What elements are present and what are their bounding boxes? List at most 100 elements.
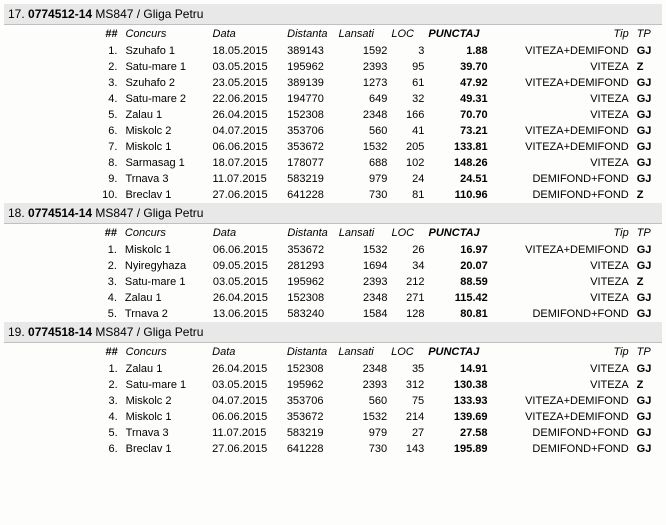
cell-punctaj: 20.07 (427, 258, 490, 274)
table-row: 4.Zalau 126.04.20151523082348271115.42VI… (4, 290, 662, 306)
cell-num: 2. (4, 258, 123, 274)
table-row: 2.Nyiregyhaza09.05.201528129316943420.07… (4, 258, 662, 274)
cell-dist: 152308 (285, 361, 336, 377)
cell-punctaj: 24.51 (426, 171, 489, 187)
cell-tp: GJ (633, 393, 662, 409)
results-table: ##ConcursDataDistantaLansatiLOCPUNCTAJTi… (4, 25, 662, 203)
cell-tp: GJ (633, 361, 662, 377)
cell-num: 4. (4, 290, 123, 306)
cell-concurs: Miskolc 1 (123, 242, 211, 258)
col-data-header: Data (211, 224, 286, 242)
cell-lansati: 979 (336, 425, 389, 441)
cell-concurs: Nyiregyhaza (123, 258, 211, 274)
cell-loc: 271 (390, 290, 427, 306)
cell-tip: VITEZA (490, 107, 633, 123)
cell-tp: GJ (633, 91, 662, 107)
cell-loc: 128 (390, 306, 427, 322)
cell-data: 03.05.2015 (211, 274, 286, 290)
cell-loc: 95 (389, 59, 426, 75)
cell-num: 2. (4, 59, 123, 75)
cell-loc: 102 (389, 155, 426, 171)
cell-dist: 353706 (285, 123, 336, 139)
table-row: 1.Szuhafo 118.05.2015389143159231.88VITE… (4, 43, 662, 59)
col-tp-header: TP (633, 25, 662, 43)
cell-num: 1. (4, 242, 123, 258)
cell-punctaj: 110.96 (426, 187, 489, 203)
cell-tip: VITEZA (490, 361, 633, 377)
cell-tip: DEMIFOND+FOND (490, 187, 633, 203)
cell-data: 06.06.2015 (211, 242, 286, 258)
table-row: 1.Zalau 126.04.201515230823483514.91VITE… (4, 361, 662, 377)
cell-tp: Z (633, 274, 662, 290)
pigeon-header: 17. 0774512-14 MS847 / Gliga Petru (4, 4, 662, 25)
cell-tp: GJ (633, 43, 662, 59)
cell-lansati: 1694 (337, 258, 390, 274)
cell-tp: GJ (633, 409, 662, 425)
cell-loc: 143 (389, 441, 426, 457)
cell-num: 5. (4, 425, 124, 441)
cell-data: 06.06.2015 (210, 409, 285, 425)
cell-loc: 34 (390, 258, 427, 274)
col-num-header: ## (4, 343, 124, 361)
cell-tp: GJ (633, 107, 662, 123)
results-container: 17. 0774512-14 MS847 / Gliga Petru##Conc… (4, 4, 662, 457)
cell-num: 4. (4, 409, 124, 425)
cell-tip: DEMIFOND+FOND (490, 441, 633, 457)
cell-tip: VITEZA (490, 91, 633, 107)
cell-loc: 3 (389, 43, 426, 59)
cell-concurs: Satu-mare 2 (123, 91, 210, 107)
cell-tp: GJ (633, 441, 662, 457)
cell-concurs: Sarmasag 1 (123, 155, 210, 171)
cell-tip: VITEZA (490, 258, 633, 274)
col-punctaj-header: PUNCTAJ (426, 25, 489, 43)
cell-concurs: Trnava 3 (123, 171, 210, 187)
cell-lansati: 1273 (337, 75, 390, 91)
cell-punctaj: 130.38 (426, 377, 489, 393)
col-punctaj-header: PUNCTAJ (427, 224, 490, 242)
cell-lansati: 979 (337, 171, 390, 187)
cell-punctaj: 133.81 (426, 139, 489, 155)
table-row: 2.Satu-mare 103.05.201519596223939539.70… (4, 59, 662, 75)
pigeon-index: 18. (8, 206, 28, 220)
cell-loc: 205 (389, 139, 426, 155)
cell-lansati: 560 (337, 123, 390, 139)
pigeon-index: 17. (8, 7, 28, 21)
cell-punctaj: 70.70 (426, 107, 489, 123)
table-row: 3.Miskolc 204.07.201535370656075133.93VI… (4, 393, 662, 409)
cell-data: 27.06.2015 (211, 187, 286, 203)
cell-tip: VITEZA+DEMIFOND (490, 75, 633, 91)
cell-punctaj: 16.97 (427, 242, 490, 258)
cell-punctaj: 88.59 (427, 274, 490, 290)
cell-lansati: 1584 (337, 306, 390, 322)
cell-num: 6. (4, 123, 123, 139)
cell-tp: GJ (633, 171, 662, 187)
cell-lansati: 2348 (336, 361, 389, 377)
pigeon-owner: MS847 / Gliga Petru (92, 7, 203, 21)
table-row: 6.Miskolc 204.07.20153537065604173.21VIT… (4, 123, 662, 139)
cell-tip: VITEZA (490, 59, 633, 75)
cell-loc: 35 (389, 361, 426, 377)
cell-dist: 194770 (285, 91, 336, 107)
cell-num: 9. (4, 171, 123, 187)
cell-concurs: Trnava 3 (124, 425, 211, 441)
cell-tp: GJ (633, 75, 662, 91)
table-row: 10.Breclav 127.06.201564122873081110.96D… (4, 187, 662, 203)
table-row: 4.Miskolc 106.06.20153536721532214139.69… (4, 409, 662, 425)
cell-loc: 27 (389, 425, 426, 441)
cell-data: 23.05.2015 (211, 75, 286, 91)
cell-data: 03.05.2015 (210, 377, 285, 393)
cell-tip: VITEZA (490, 155, 633, 171)
cell-data: 26.04.2015 (211, 107, 286, 123)
cell-concurs: Satu-mare 1 (123, 274, 211, 290)
cell-dist: 389139 (285, 75, 336, 91)
cell-tip: DEMIFOND+FOND (490, 171, 633, 187)
cell-data: 09.05.2015 (211, 258, 286, 274)
cell-lansati: 730 (336, 441, 389, 457)
cell-tp: GJ (633, 139, 662, 155)
cell-data: 03.05.2015 (211, 59, 286, 75)
col-dist-header: Distanta (285, 224, 336, 242)
col-concurs-header: Concurs (123, 25, 210, 43)
table-row: 2.Satu-mare 103.05.20151959622393312130.… (4, 377, 662, 393)
cell-loc: 41 (389, 123, 426, 139)
cell-tp: GJ (633, 425, 662, 441)
